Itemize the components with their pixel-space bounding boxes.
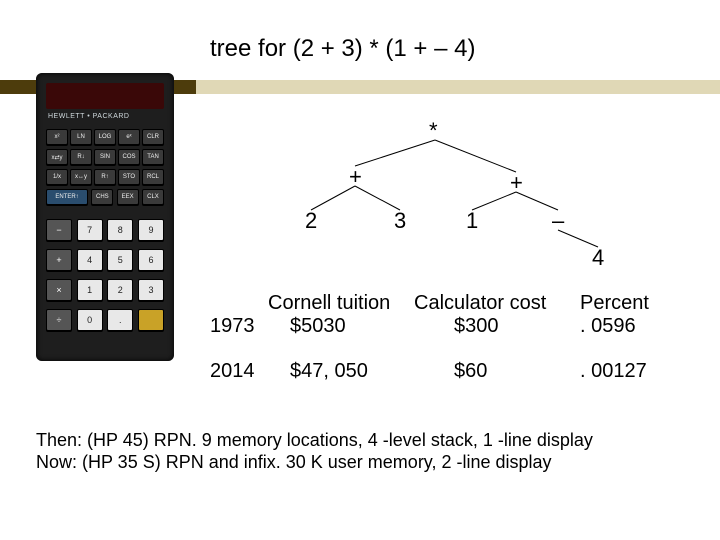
row-year: 2014 (210, 360, 255, 383)
row-tuition: $47, 050 (290, 360, 368, 383)
tree-node-plus-right: + (510, 170, 523, 196)
calc-brand: HEWLETT • PACKARD (48, 113, 129, 120)
col-header-tuition: Cornell tuition (268, 292, 390, 315)
calc-display (46, 83, 164, 109)
hp45-calculator-image: HEWLETT • PACKARD x²LNLOGeˣCLR x⇄yR↓SINC… (36, 73, 174, 361)
page-title: tree for (2 + 3) * (1 + – 4) (210, 35, 475, 63)
row-year: 1973 (210, 315, 255, 338)
tree-node-1: 1 (466, 208, 478, 234)
tree-node-2: 2 (305, 208, 317, 234)
col-header-calc-cost: Calculator cost (414, 292, 546, 315)
footer-then: Then: (HP 45) RPN. 9 memory locations, 4… (36, 430, 593, 451)
tree-node-plus-left: + (349, 164, 362, 190)
tree-node-3: 3 (394, 208, 406, 234)
tree-node-root: * (429, 118, 438, 144)
row-cost: $60 (454, 360, 487, 383)
row-tuition: $5030 (290, 315, 346, 338)
row-percent: . 00127 (580, 360, 647, 383)
tree-node-neg: – (552, 208, 564, 234)
row-percent: . 0596 (580, 315, 636, 338)
row-cost: $300 (454, 315, 499, 338)
col-header-percent: Percent (580, 292, 649, 315)
tree-node-4: 4 (592, 245, 604, 271)
footer-now: Now: (HP 35 S) RPN and infix. 30 K user … (36, 452, 552, 473)
